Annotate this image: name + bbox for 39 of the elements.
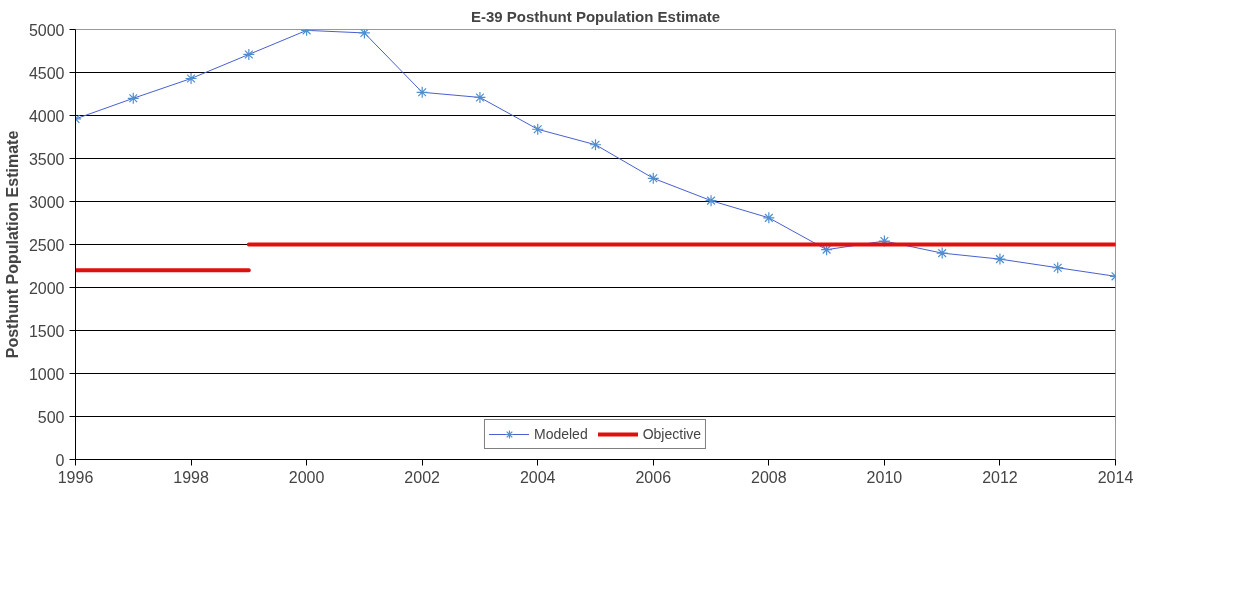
x-tick-label: 2002 [404,468,441,486]
point [762,211,775,224]
point [993,253,1007,266]
point [589,138,602,151]
x-tick-label: 2012 [982,468,1018,486]
legend-label: Objective [642,426,702,442]
point [531,123,544,136]
legend-label: Modeled [533,426,588,442]
point [127,92,140,105]
y-tick-label: 2000 [28,279,65,297]
point [647,172,660,185]
point [184,72,198,85]
x-tick-label: 1998 [173,468,209,486]
point [416,86,429,99]
y-tick-label: 1500 [28,322,65,340]
x-tick-label: 2014 [1097,468,1134,486]
chart-title: E-39 Posthunt Population Estimate [470,7,721,25]
y-tick-label: 4000 [28,107,65,125]
x-tick-label: 2004 [519,468,556,486]
point [1051,261,1064,274]
y-tick-label: 5000 [28,21,65,39]
y-tick-label: 3500 [28,150,65,168]
point [473,91,487,104]
y-tick-label: 0 [55,451,65,469]
y-tick-label: 3000 [28,193,65,211]
point [704,194,718,207]
y-tick-label: 500 [37,408,65,426]
y-tick-label: 4500 [28,64,65,82]
point [358,29,371,40]
y-tick-label: 2500 [28,236,65,254]
point [936,247,949,260]
x-tick-label: 1996 [57,468,94,486]
y-tick-label: 1000 [28,365,65,383]
y-axis-title: Posthunt Population Estimate [3,130,21,359]
x-tick-label: 2010 [866,468,903,486]
point [242,48,255,61]
x-tick-label: 2006 [635,468,672,486]
x-tick-label: 2008 [751,468,787,486]
x-tick-label: 2000 [288,468,325,486]
